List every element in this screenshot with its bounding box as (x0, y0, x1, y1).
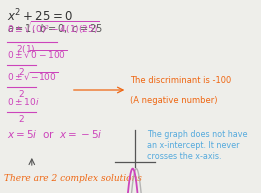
Text: There are 2 complex solutions: There are 2 complex solutions (4, 174, 141, 183)
Text: $0 \pm \sqrt{(0)^2 - 4(1)(25)}$: $0 \pm \sqrt{(0)^2 - 4(1)(25)}$ (7, 20, 100, 37)
Text: (A negative number): (A negative number) (130, 96, 217, 105)
Text: an x-intercept. It never: an x-intercept. It never (147, 141, 240, 150)
Text: $0 \pm \sqrt{0 - 100}$: $0 \pm \sqrt{0 - 100}$ (7, 48, 68, 60)
Text: $x = 5i\ \ \mathrm{or}\ \ x = -5i$: $x = 5i\ \ \mathrm{or}\ \ x = -5i$ (7, 128, 103, 140)
Text: $a = 1,\ b = 0,\ c = 25$: $a = 1,\ b = 0,\ c = 25$ (7, 22, 103, 35)
Text: $0 \pm \sqrt{-100}$: $0 \pm \sqrt{-100}$ (7, 70, 59, 82)
Text: crosses the x-axis.: crosses the x-axis. (147, 152, 222, 161)
Text: The discriminant is -100: The discriminant is -100 (130, 76, 231, 85)
Text: $2$: $2$ (18, 66, 25, 77)
Text: $x^2 + 25 = 0$: $x^2 + 25 = 0$ (7, 8, 73, 25)
Text: $0 \pm 10i$: $0 \pm 10i$ (7, 96, 40, 107)
Text: $2$: $2$ (18, 88, 25, 99)
Text: $2$: $2$ (18, 113, 25, 124)
Text: The graph does not have: The graph does not have (147, 130, 248, 139)
Text: $2(1)$: $2(1)$ (16, 43, 36, 55)
